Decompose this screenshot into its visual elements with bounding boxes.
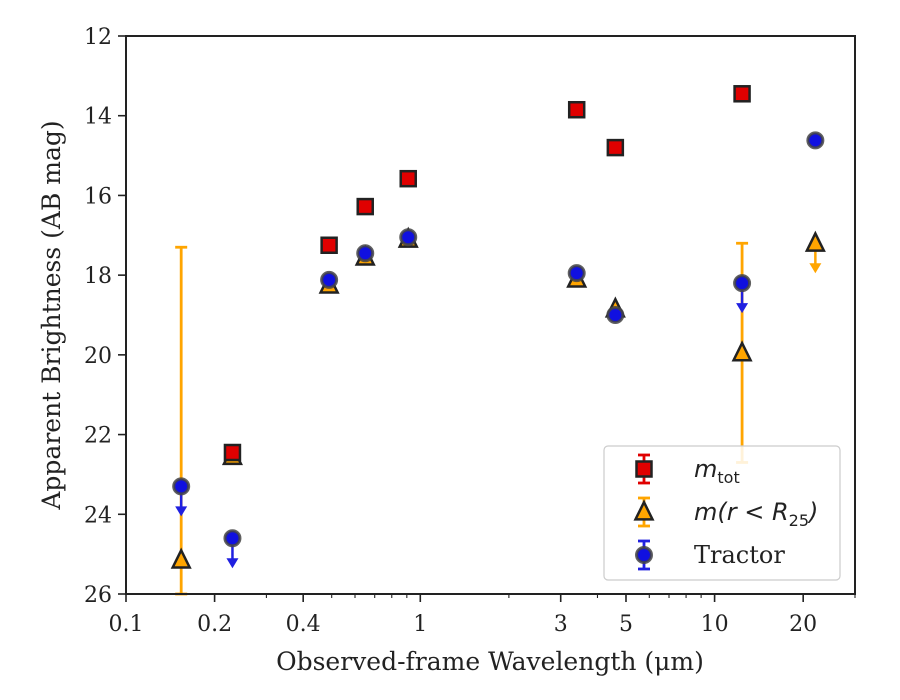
data-marks: [170, 85, 826, 596]
data-point-square: [606, 138, 625, 157]
x-tick-label: 3: [554, 612, 568, 637]
upper-limit-arrowhead: [736, 303, 749, 314]
legend-marker-circle: [635, 546, 653, 564]
axis-ticks: 12 14 16 18 20 22 24 26 0.1 0.2 0.4 1 3 5 10 20: [84, 25, 856, 637]
y-tick-label: 20: [84, 344, 112, 369]
y-tick-label: 16: [84, 184, 112, 209]
x-tick-label: 0.2: [197, 612, 232, 637]
legend-label: m(r < R25): [694, 498, 818, 530]
data-point-square: [733, 85, 751, 103]
data-point-circle: [733, 274, 752, 293]
upper-limit-arrowhead: [175, 506, 188, 517]
y-tick-label: 24: [84, 503, 112, 528]
y-tick-label: 22: [84, 424, 112, 449]
legend-label: mtot: [694, 455, 740, 487]
x-tick-label: 10: [701, 612, 729, 637]
data-point-circle: [320, 270, 339, 289]
y-tick-label: 14: [84, 105, 112, 130]
data-point-square: [399, 169, 417, 188]
legend-marker-triangle: [633, 499, 655, 521]
data-point-circle: [356, 244, 375, 263]
data-point-triangle: [804, 230, 826, 252]
y-tick-label: 26: [84, 583, 112, 608]
x-tick-label: 1: [413, 612, 427, 637]
data-point-circle: [399, 228, 418, 247]
y-axis-label-group: Apparent Brightness (AB mag): [37, 120, 66, 510]
plot-frame: [125, 35, 856, 595]
x-tick-label: 0.1: [109, 612, 144, 637]
data-point-triangle: [731, 340, 753, 362]
series-circle: [172, 131, 825, 569]
y-tick-label: 18: [84, 264, 112, 289]
x-tick-label: 5: [619, 612, 633, 637]
upper-limit-arrowhead: [226, 558, 239, 569]
data-point-square: [320, 236, 338, 254]
data-point-circle: [567, 264, 586, 283]
legend-label: Tractor: [694, 541, 785, 569]
series-square: [223, 85, 751, 462]
data-point-square: [356, 197, 374, 216]
legend-box: [603, 445, 841, 581]
x-tick-label: 20: [789, 612, 817, 637]
y-tick-label: 12: [84, 25, 112, 50]
data-point-square: [223, 443, 242, 462]
upper-limit-arrowhead: [809, 263, 822, 274]
data-point-circle: [223, 529, 242, 548]
data-point-circle: [172, 477, 191, 496]
data-point-circle: [606, 306, 625, 324]
data-point-circle: [806, 131, 825, 150]
x-tick-label: 0.4: [286, 612, 321, 637]
y-axis-label: Apparent Brightness (AB mag): [37, 120, 66, 510]
data-point-square: [567, 100, 586, 119]
x-axis-label: Observed-frame Wavelength (μm): [276, 647, 704, 676]
data-point-triangle: [170, 547, 192, 569]
legend: mtot m(r < R25) Tractor: [603, 445, 841, 581]
legend-marker-square: [635, 460, 653, 478]
